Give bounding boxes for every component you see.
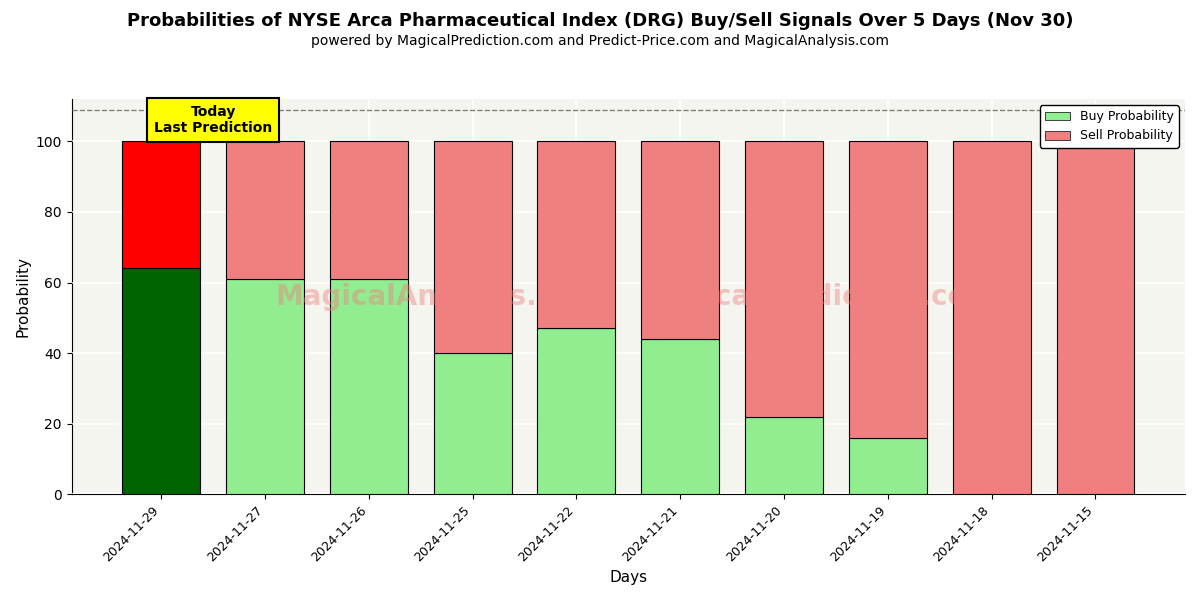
- X-axis label: Days: Days: [610, 570, 647, 585]
- Bar: [433, 142, 511, 353]
- Bar: [330, 142, 408, 279]
- Text: MagicalAnalysis.com: MagicalAnalysis.com: [276, 283, 602, 311]
- Text: Today
Last Prediction: Today Last Prediction: [154, 105, 272, 135]
- Bar: [122, 268, 200, 494]
- Text: powered by MagicalPrediction.com and Predict-Price.com and MagicalAnalysis.com: powered by MagicalPrediction.com and Pre…: [311, 34, 889, 48]
- Text: MagicalPrediction.com: MagicalPrediction.com: [640, 283, 996, 311]
- Bar: [848, 438, 926, 494]
- Bar: [641, 142, 719, 339]
- Bar: [1056, 142, 1134, 494]
- Bar: [745, 142, 823, 417]
- Bar: [122, 142, 200, 268]
- Bar: [538, 328, 616, 494]
- Bar: [745, 417, 823, 494]
- Bar: [953, 142, 1031, 494]
- Bar: [330, 279, 408, 494]
- Text: Probabilities of NYSE Arca Pharmaceutical Index (DRG) Buy/Sell Signals Over 5 Da: Probabilities of NYSE Arca Pharmaceutica…: [127, 12, 1073, 30]
- Bar: [226, 142, 304, 279]
- Legend: Buy Probability, Sell Probability: Buy Probability, Sell Probability: [1040, 105, 1178, 148]
- Bar: [538, 142, 616, 328]
- Bar: [641, 339, 719, 494]
- Y-axis label: Probability: Probability: [16, 256, 30, 337]
- Bar: [226, 279, 304, 494]
- Bar: [848, 142, 926, 438]
- Bar: [433, 353, 511, 494]
